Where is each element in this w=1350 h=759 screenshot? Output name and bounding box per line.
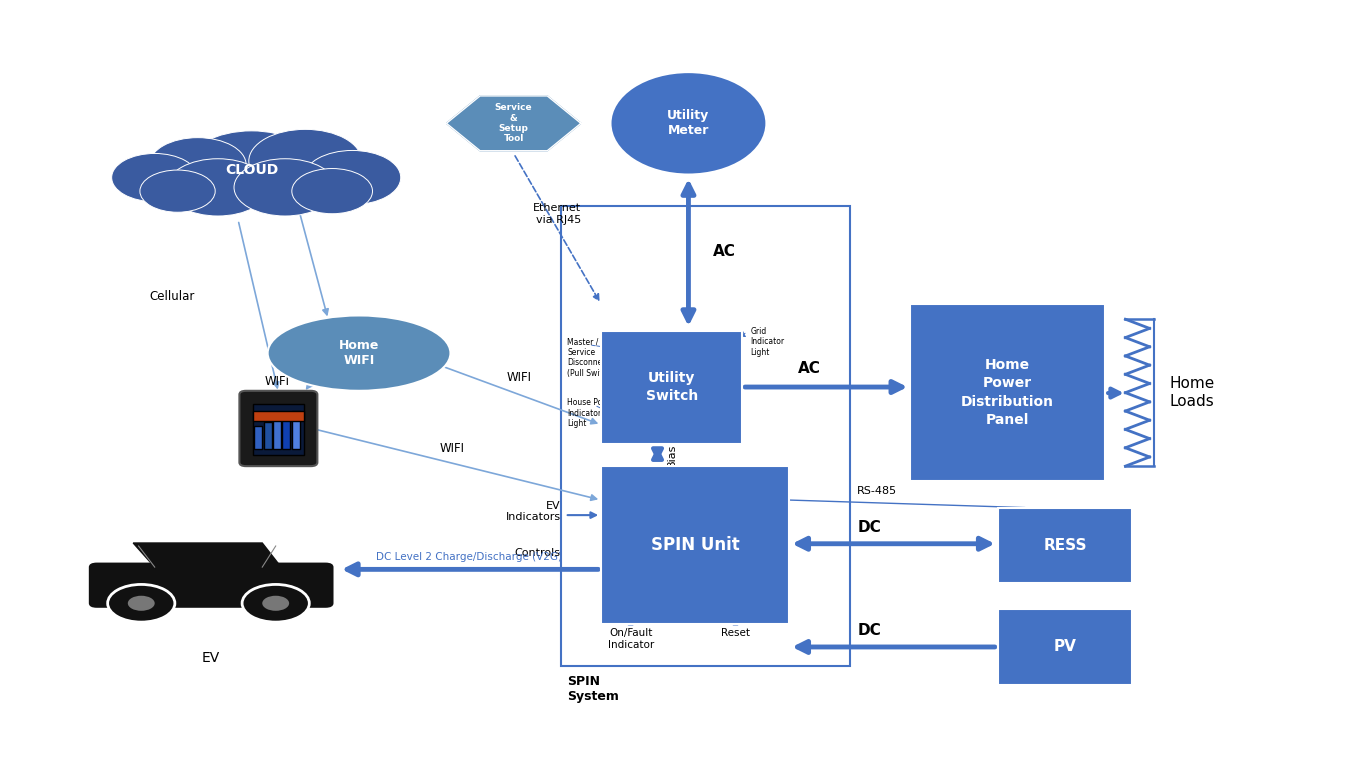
Text: EV
Indicators: EV Indicators: [506, 500, 560, 522]
Text: DC: DC: [859, 520, 882, 534]
Text: Reset: Reset: [721, 628, 751, 638]
Circle shape: [186, 131, 316, 203]
Circle shape: [150, 137, 246, 192]
Text: Cellular: Cellular: [150, 290, 194, 303]
Text: CLOUD: CLOUD: [225, 163, 278, 177]
Text: House Power
Indicator
Light: House Power Indicator Light: [567, 398, 617, 428]
FancyBboxPatch shape: [254, 427, 262, 449]
FancyBboxPatch shape: [252, 404, 304, 455]
FancyBboxPatch shape: [910, 304, 1106, 481]
Circle shape: [112, 153, 197, 202]
Circle shape: [304, 150, 401, 205]
Text: DC: DC: [859, 623, 882, 638]
Text: PV: PV: [1053, 640, 1076, 654]
Text: Controls: Controls: [514, 548, 560, 558]
Text: DC Level 2 Charge/Discharge (V2G): DC Level 2 Charge/Discharge (V2G): [377, 552, 563, 562]
Ellipse shape: [610, 72, 767, 175]
Text: AC: AC: [713, 244, 736, 259]
Text: RESS: RESS: [1044, 538, 1087, 553]
FancyBboxPatch shape: [89, 562, 333, 608]
FancyBboxPatch shape: [263, 423, 271, 449]
Text: Home
Power
Distribution
Panel: Home Power Distribution Panel: [961, 358, 1054, 427]
Circle shape: [234, 159, 336, 216]
Circle shape: [248, 129, 362, 193]
Text: Utility
Switch: Utility Switch: [645, 371, 698, 403]
Text: Bias: Bias: [667, 443, 676, 467]
Text: Utility
Meter: Utility Meter: [667, 109, 710, 137]
Circle shape: [167, 159, 269, 216]
Circle shape: [140, 170, 215, 213]
FancyBboxPatch shape: [601, 466, 790, 625]
Text: WIFI: WIFI: [440, 442, 464, 455]
Text: SPIN
System: SPIN System: [567, 675, 620, 703]
Text: WIFI: WIFI: [508, 370, 532, 384]
FancyBboxPatch shape: [239, 391, 317, 466]
Text: SPIN Unit: SPIN Unit: [651, 537, 740, 554]
Circle shape: [292, 168, 373, 214]
FancyBboxPatch shape: [998, 609, 1133, 685]
Polygon shape: [447, 96, 580, 151]
Text: On/Fault
Indicator: On/Fault Indicator: [608, 628, 653, 650]
Circle shape: [242, 584, 309, 622]
Text: RS-485: RS-485: [857, 487, 896, 496]
FancyBboxPatch shape: [273, 419, 281, 449]
FancyBboxPatch shape: [252, 411, 304, 421]
Circle shape: [108, 584, 176, 622]
Circle shape: [128, 596, 155, 611]
Text: Home
WIFI: Home WIFI: [339, 339, 379, 367]
Text: Service
&
Setup
Tool: Service & Setup Tool: [495, 103, 532, 143]
FancyBboxPatch shape: [292, 411, 300, 449]
FancyBboxPatch shape: [998, 508, 1133, 583]
Text: Grid
Indicator
Light: Grid Indicator Light: [751, 327, 784, 357]
Text: WIFI: WIFI: [265, 374, 289, 388]
Text: EV: EV: [202, 650, 220, 665]
Circle shape: [262, 596, 289, 611]
Ellipse shape: [267, 316, 451, 391]
Text: Home
Loads: Home Loads: [1169, 376, 1215, 409]
FancyBboxPatch shape: [601, 330, 742, 443]
Text: AC: AC: [798, 361, 821, 376]
Text: Master /
Service
Disconnect
(Pull Switch): Master / Service Disconnect (Pull Switch…: [567, 337, 616, 377]
Polygon shape: [134, 543, 281, 567]
Text: Ethernet
via RJ45: Ethernet via RJ45: [533, 203, 580, 225]
FancyBboxPatch shape: [282, 415, 290, 449]
